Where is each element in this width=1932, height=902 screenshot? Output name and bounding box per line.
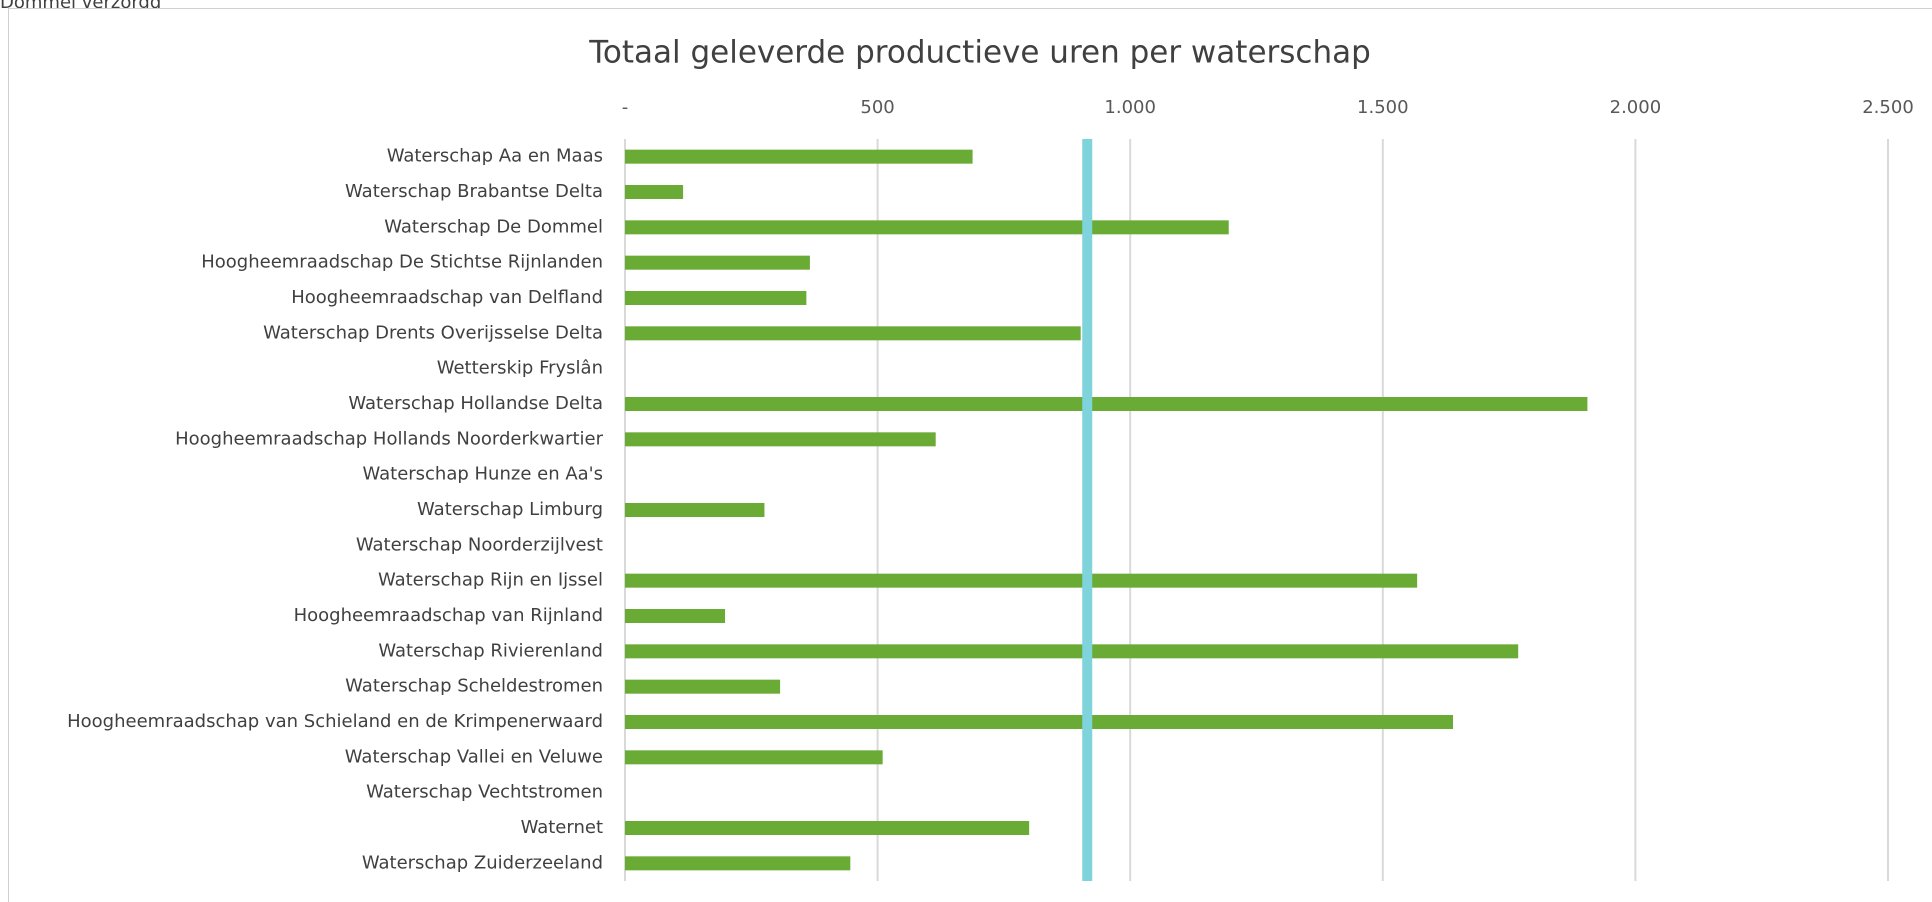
bar — [625, 326, 1081, 341]
y-tick-label: Hoogheemraadschap van Rijnland — [294, 605, 603, 626]
bar — [625, 185, 684, 199]
y-tick-label: Waterschap Rijn en Ijssel — [378, 570, 603, 591]
y-tick-label: Waterschap Scheldestromen — [345, 676, 603, 697]
y-tick-label: Waterschap Brabantse Delta — [345, 181, 603, 202]
y-tick-label: Waternet — [521, 817, 603, 838]
y-tick-label: Hoogheemraadschap De Stichtse Rijnlanden — [201, 252, 603, 273]
bar — [625, 432, 936, 447]
x-tick-label: 1.500 — [1357, 97, 1409, 118]
y-tick-label: Waterschap Noorderzijlvest — [356, 534, 603, 555]
bar — [625, 609, 726, 623]
y-tick-label: Hoogheemraadschap van Schieland en de Kr… — [67, 711, 603, 732]
y-tick-label: Waterschap Rivierenland — [378, 640, 603, 661]
y-tick-label: Waterschap Aa en Maas — [387, 146, 603, 167]
y-tick-label: Waterschap De Dommel — [384, 216, 603, 237]
bar — [625, 856, 851, 871]
bar — [625, 255, 810, 270]
bar — [625, 397, 1588, 411]
bar — [625, 291, 807, 305]
y-tick-label: Waterschap Hollandse Delta — [348, 393, 603, 414]
x-tick-label: 500 — [860, 97, 894, 118]
y-tick-label: Hoogheemraadschap Hollands Noorderkwarti… — [175, 428, 604, 449]
x-tick-label: 2.500 — [1862, 97, 1914, 118]
bar — [625, 573, 1418, 588]
x-tick-label: 2.000 — [1610, 97, 1662, 118]
y-tick-label: Waterschap Zuiderzeeland — [362, 852, 603, 873]
y-tick-label: Waterschap Limburg — [417, 499, 603, 520]
x-tick-label: - — [622, 97, 629, 118]
y-tick-label: Waterschap Hunze en Aa's — [362, 464, 603, 485]
reference-line — [1082, 139, 1093, 881]
bar — [625, 220, 1229, 235]
y-tick-label: Wetterskip Fryslân — [437, 358, 603, 379]
bar — [625, 750, 883, 765]
bar — [625, 679, 781, 694]
y-tick-label: Waterschap Drents Overijsselse Delta — [263, 322, 603, 343]
chart-frame — [8, 8, 1932, 902]
bar — [625, 149, 973, 164]
x-tick-label: 1.000 — [1104, 97, 1156, 118]
chart-title: Totaal geleverde productieve uren per wa… — [588, 35, 1371, 71]
y-tick-label: Waterschap Vallei en Veluwe — [345, 746, 603, 767]
y-tick-label: Waterschap Vechtstromen — [366, 782, 603, 803]
bar — [625, 503, 765, 517]
y-tick-label: Hoogheemraadschap van Delfland — [291, 287, 603, 308]
bar — [625, 821, 1030, 835]
bar — [625, 644, 1519, 659]
bar — [625, 715, 1454, 729]
